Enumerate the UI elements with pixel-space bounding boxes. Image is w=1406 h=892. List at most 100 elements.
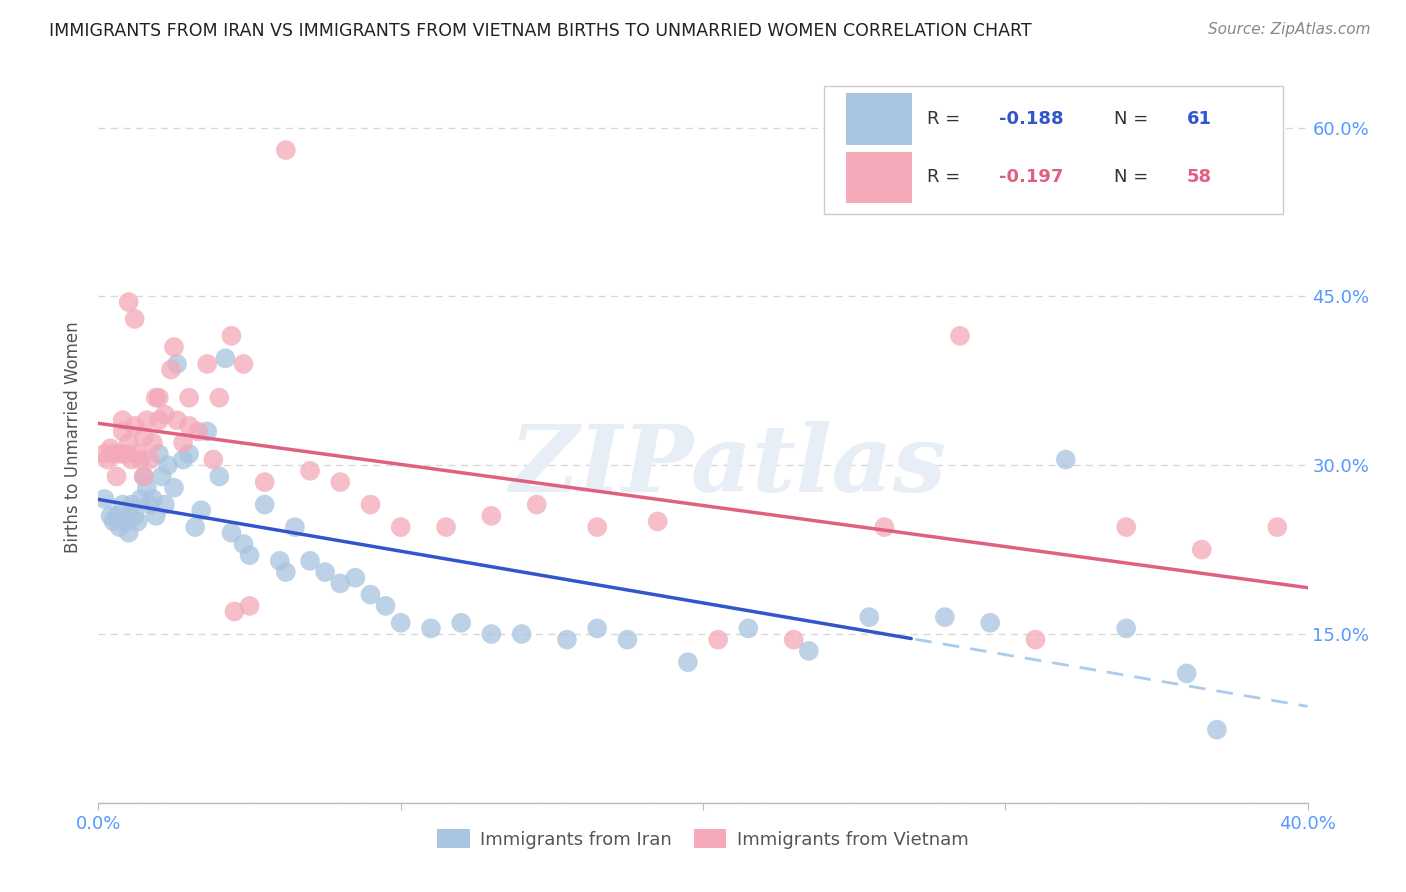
Point [127,515,149,529]
Point [148,391,170,405]
Point [1206,723,1229,737]
Point [979,615,1001,630]
Point [124,418,146,433]
Text: Source: ZipAtlas.com: Source: ZipAtlas.com [1208,22,1371,37]
Point [118,435,141,450]
Text: IMMIGRANTS FROM IRAN VS IMMIGRANTS FROM VIETNAM BIRTHS TO UNMARRIED WOMEN CORREL: IMMIGRANTS FROM IRAN VS IMMIGRANTS FROM … [49,22,1032,40]
Point [797,644,820,658]
Point [114,447,136,461]
Point [329,576,352,591]
Point [195,357,218,371]
Text: ZIPatlas: ZIPatlas [509,421,946,511]
Point [707,632,730,647]
Point [299,554,322,568]
Text: R =: R = [927,110,966,128]
Point [166,413,188,427]
Point [510,627,533,641]
FancyBboxPatch shape [845,152,912,203]
Point [111,498,134,512]
Point [142,435,165,450]
Point [111,413,134,427]
Point [221,328,243,343]
Point [344,571,367,585]
Point [934,610,956,624]
Point [481,627,503,641]
Point [153,498,176,512]
Point [145,391,167,405]
Point [314,565,336,579]
Text: N =: N = [1114,169,1154,186]
Point [374,599,396,613]
Point [132,430,155,444]
Point [481,508,503,523]
Legend: Immigrants from Iran, Immigrants from Vietnam: Immigrants from Iran, Immigrants from Vi… [430,822,976,856]
Point [179,447,201,461]
Text: -0.188: -0.188 [1000,110,1064,128]
Point [232,537,254,551]
Point [93,491,115,506]
Point [239,548,262,562]
Point [105,469,128,483]
Point [214,351,236,366]
Point [1115,621,1137,635]
Point [108,520,131,534]
Point [163,481,186,495]
Text: 58: 58 [1187,169,1212,186]
Point [1191,542,1213,557]
Point [274,565,297,579]
Point [389,615,412,630]
Point [129,491,152,506]
Point [616,632,638,647]
Point [221,525,243,540]
Point [1115,520,1137,534]
Point [179,418,201,433]
Point [269,554,291,568]
Point [224,605,246,619]
Point [232,357,254,371]
Point [172,435,194,450]
Point [949,328,972,343]
Point [239,599,262,613]
Point [114,515,136,529]
Point [108,447,131,461]
Point [329,475,352,489]
Point [103,447,125,461]
Point [360,498,382,512]
Text: -0.197: -0.197 [1000,169,1063,186]
Point [450,615,472,630]
Point [190,503,212,517]
Point [274,143,297,157]
Point [172,452,194,467]
Point [360,588,382,602]
Point [145,508,167,523]
Point [135,481,157,495]
Point [208,469,231,483]
Point [118,295,141,310]
Point [737,621,759,635]
Point [153,408,176,422]
Point [526,498,548,512]
Point [129,452,152,467]
Point [156,458,179,473]
Point [121,498,143,512]
Point [284,520,307,534]
Point [253,498,276,512]
Point [132,469,155,483]
Point [208,391,231,405]
Point [586,621,609,635]
Point [202,452,225,467]
Point [586,520,609,534]
Point [1054,452,1077,467]
Point [420,621,443,635]
Point [124,508,146,523]
Point [139,498,162,512]
Point [184,520,207,534]
Point [121,452,143,467]
Point [1175,666,1198,681]
Point [103,515,125,529]
Point [299,464,322,478]
Point [166,357,188,371]
Point [96,452,118,467]
FancyBboxPatch shape [824,86,1284,214]
Point [118,525,141,540]
